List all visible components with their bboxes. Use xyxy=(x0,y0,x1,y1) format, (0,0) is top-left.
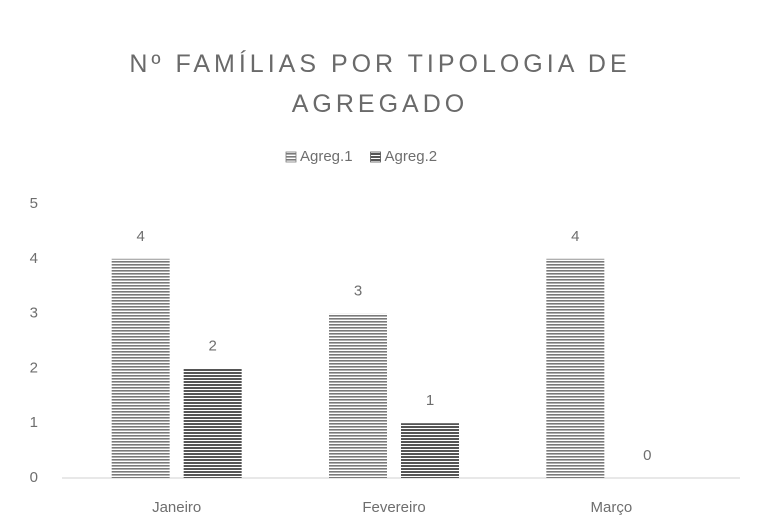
y-tick-label: 0 xyxy=(30,469,38,486)
legend-swatch xyxy=(285,151,297,163)
x-tick-label: Janeiro xyxy=(152,499,201,516)
legend-swatch xyxy=(370,151,381,163)
data-label: 4 xyxy=(136,228,144,245)
legend-label: Agreg.1 xyxy=(300,148,353,165)
bar xyxy=(401,423,459,478)
data-label: 2 xyxy=(208,337,216,354)
bar xyxy=(183,368,242,478)
y-tick-label: 1 xyxy=(30,414,38,431)
bar xyxy=(329,313,387,478)
bar xyxy=(546,258,605,478)
y-tick-label: 5 xyxy=(30,195,38,212)
chart-title: Nº FAMÍLIAS POR TIPOLOGIA DE AGREGADO xyxy=(129,50,631,118)
y-tick-label: 4 xyxy=(30,250,38,267)
data-label: 0 xyxy=(643,447,651,464)
legend-label: Agreg.2 xyxy=(385,148,438,165)
x-tick-label: Fevereiro xyxy=(362,499,425,516)
data-label: 4 xyxy=(571,228,579,245)
y-tick-label: 3 xyxy=(30,305,38,322)
bar xyxy=(111,258,170,478)
x-tick-label: Março xyxy=(590,499,632,516)
y-tick-label: 2 xyxy=(30,359,38,376)
data-label: 1 xyxy=(426,392,434,409)
data-label: 3 xyxy=(354,283,362,300)
